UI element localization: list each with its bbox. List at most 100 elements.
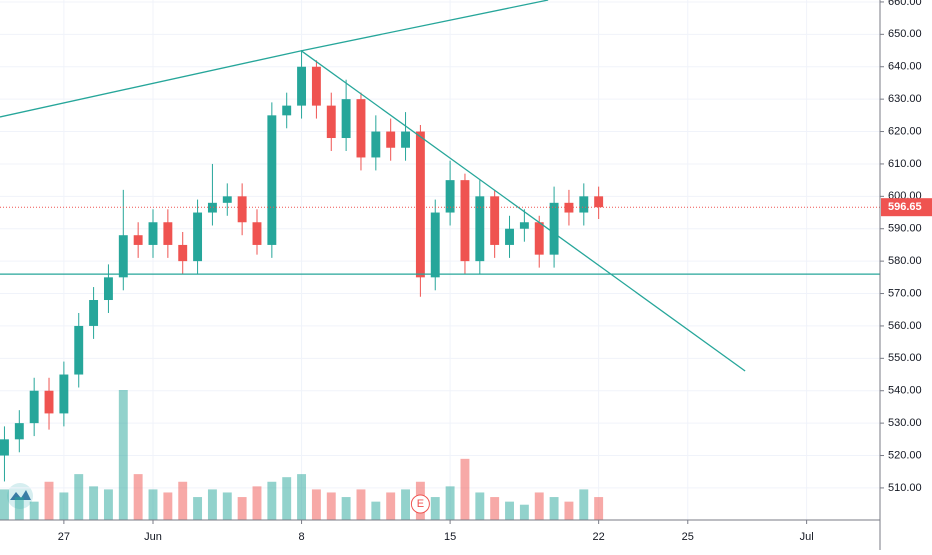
candle-body	[207, 202, 217, 213]
volume-bar	[460, 458, 470, 520]
candle-body	[445, 180, 455, 213]
volume-bar	[282, 477, 292, 520]
volume-bar	[519, 504, 529, 520]
candle-body	[252, 222, 262, 245]
volume-bar	[579, 489, 589, 520]
volume-bar	[44, 481, 54, 520]
candle-body	[133, 235, 143, 245]
volume-bar	[193, 497, 203, 520]
candle-body	[282, 105, 292, 116]
candle-body	[14, 423, 24, 440]
volume-bar	[0, 489, 9, 520]
y-tick-label: 550.00	[888, 352, 922, 364]
y-tick-label: 540.00	[888, 385, 922, 397]
volume-bar	[207, 489, 217, 520]
candle-body	[401, 131, 410, 148]
y-tick-label: 610.00	[888, 158, 922, 170]
volume-bar	[341, 497, 351, 520]
volume-bar	[371, 501, 381, 520]
y-tick-label: 590.00	[888, 223, 922, 235]
candle-body	[341, 99, 351, 139]
y-tick-label: 560.00	[888, 320, 922, 332]
y-tick-label: 660.00	[888, 0, 922, 8]
volume-bar	[74, 474, 84, 520]
candle-body	[519, 222, 529, 229]
candle-body	[148, 222, 158, 245]
volume-bar	[267, 481, 277, 520]
y-tick-label: 620.00	[888, 125, 922, 137]
volume-bar	[89, 486, 99, 520]
volume-bar	[252, 486, 262, 520]
y-tick-label: 630.00	[888, 93, 922, 105]
candle-body	[237, 196, 247, 223]
candle-body	[564, 202, 574, 213]
candle-body	[534, 222, 544, 255]
candle-body	[460, 180, 470, 262]
y-tick-label: 640.00	[888, 61, 922, 73]
candle-body	[490, 196, 500, 245]
candle-body	[89, 300, 99, 326]
volume-bar	[549, 497, 559, 520]
volume-bar	[118, 390, 128, 520]
volume-bar	[133, 474, 143, 520]
candle-body	[549, 202, 559, 255]
candle-body	[178, 244, 188, 262]
event-marker	[410, 494, 430, 514]
candle-body	[222, 196, 232, 203]
candle-body	[74, 325, 84, 375]
volume-bar	[490, 497, 500, 520]
volume-bar	[311, 489, 321, 520]
candle-body	[29, 390, 39, 424]
event-label: E	[417, 498, 424, 510]
volume-bar	[222, 492, 232, 520]
volume-bar	[356, 489, 366, 520]
volume-bar	[163, 492, 173, 520]
volume-bar	[445, 486, 455, 520]
volume-bar	[297, 474, 307, 520]
candle-body	[59, 374, 69, 414]
candle-body	[311, 66, 321, 106]
candle-body	[163, 222, 173, 245]
volume-bar	[564, 501, 574, 520]
x-tick-label: 8	[298, 531, 304, 543]
candle-body	[505, 228, 514, 245]
candle-body	[297, 66, 307, 106]
x-tick-label: 15	[444, 531, 456, 543]
last-price-tag	[881, 198, 932, 217]
candle-body	[475, 196, 485, 262]
y-tick-label: 570.00	[888, 287, 922, 299]
candle-body	[44, 390, 54, 414]
y-tick-label: 530.00	[888, 417, 922, 429]
x-tick-label: 25	[682, 531, 694, 543]
candle-body	[594, 196, 604, 208]
volume-bar	[178, 481, 188, 520]
y-tick-label: 580.00	[888, 255, 922, 267]
volume-bar	[237, 497, 247, 520]
candle-body	[415, 131, 425, 278]
candle-body	[103, 277, 113, 301]
candle-body	[193, 212, 203, 262]
y-tick-label: 650.00	[888, 28, 922, 40]
volume-bar	[326, 492, 336, 520]
volume-bar	[475, 492, 485, 520]
candle-body	[386, 131, 396, 148]
volume-bar	[29, 501, 39, 520]
candle-body	[579, 196, 589, 213]
volume-bar	[103, 489, 113, 520]
volume-bar	[14, 497, 24, 520]
candle-body	[0, 439, 9, 456]
candle-body	[430, 212, 440, 278]
x-tick-label: Jun	[144, 531, 162, 543]
volume-bar	[59, 492, 69, 520]
trend-line	[300, 50, 746, 372]
volume-bar	[386, 492, 396, 520]
volume-bar	[430, 497, 440, 520]
volume-bar	[594, 497, 604, 520]
candle-body	[118, 235, 128, 278]
candle-body	[356, 99, 366, 158]
candle-body	[267, 115, 277, 245]
y-tick-label: 520.00	[888, 449, 922, 461]
x-tick-label: 27	[58, 531, 70, 543]
